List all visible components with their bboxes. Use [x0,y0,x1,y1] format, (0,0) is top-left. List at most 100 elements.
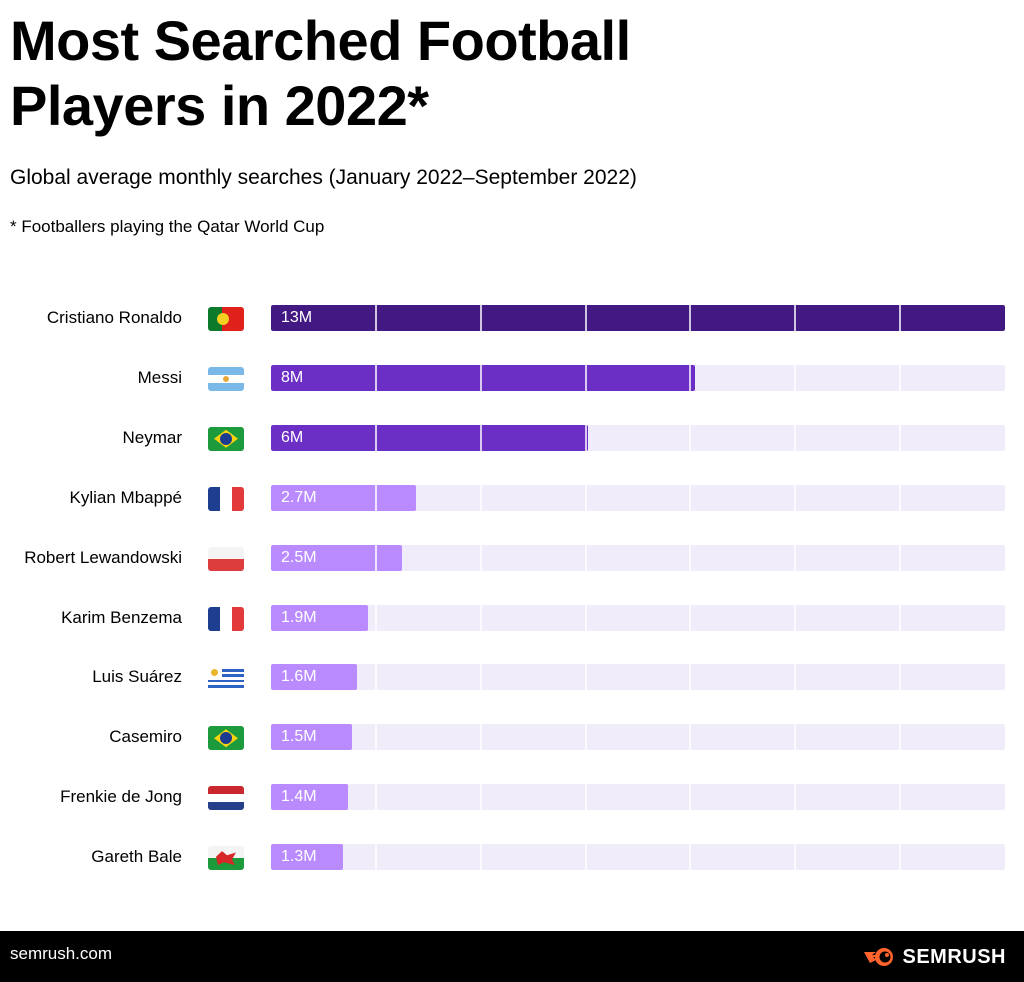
segment-divider [584,844,587,871]
bar-row: Messi 8M [0,364,1024,391]
flag-icon [208,426,244,451]
bar-value-label: 2.7M [281,488,317,506]
segment-divider [584,305,587,331]
bar [271,544,403,571]
segment-divider [479,604,482,631]
bar-value-label: 1.5M [281,728,317,746]
flag-icon [208,546,244,571]
bar-value-label: 2.5M [281,548,317,566]
segment-divider [794,784,797,811]
segment-divider [479,364,482,391]
segment-divider [479,844,482,871]
segment-divider [374,484,377,511]
bar [271,724,352,751]
segment-divider [689,844,692,871]
segment-divider [374,305,377,331]
player-name-label: Kylian Mbappé [69,487,182,507]
player-name-label: Gareth Bale [91,847,182,867]
segment-divider [584,784,587,811]
segment-divider [584,664,587,691]
bar-track: 13M [271,305,1005,331]
bar [271,844,343,871]
segment-divider [374,544,377,571]
bar-row: Frenkie de Jong 1.4M [0,784,1024,811]
player-name-label: Frenkie de Jong [60,787,182,807]
segment-divider [794,604,797,631]
segment-divider [794,724,797,751]
bar-row: Cristiano Ronaldo 13M [0,305,1024,331]
bar-chart: Cristiano Ronaldo 13M Messi 8M Neymar 6M Kylia… [0,305,1024,871]
segment-divider [374,664,377,691]
segment-divider [689,604,692,631]
segment-divider [794,664,797,691]
bar-row: Casemiro 1.5M [0,724,1024,751]
footer: semrush.com SEMRUSH [0,931,1024,982]
bar [271,784,349,811]
flag-icon [208,846,244,871]
segment-divider [689,424,692,451]
segment-divider [584,604,587,631]
segment-divider [689,364,692,391]
segment-divider [689,724,692,751]
bar-value-label: 6M [281,428,304,446]
flag-icon [208,666,244,691]
bar-value-label: 1.6M [281,668,317,686]
bar-track: 8M [271,364,1005,391]
bar-row: Robert Lewandowski 2.5M [0,544,1024,571]
segment-divider [899,544,902,571]
bar-row: Gareth Bale 1.3M [0,844,1024,871]
segment-divider [479,544,482,571]
player-name-label: Neymar [122,427,182,447]
bar [271,424,589,451]
segment-divider [794,305,797,331]
semrush-fireball-icon [864,948,894,966]
segment-divider [794,424,797,451]
bar-row: Neymar 6M [0,424,1024,451]
segment-divider [689,784,692,811]
segment-divider [794,844,797,871]
bar [271,305,1005,331]
segment-divider [794,544,797,571]
segment-divider [899,844,902,871]
bar-track: 1.3M [271,844,1005,871]
segment-divider [479,664,482,691]
bar-track: 1.9M [271,604,1005,631]
brand-name: SEMRUSH [902,945,1006,968]
player-name-label: Cristiano Ronaldo [46,308,182,327]
flag-icon [208,606,244,631]
bar-value-label: 1.9M [281,608,317,626]
segment-divider [479,424,482,451]
segment-divider [899,784,902,811]
brand-logo: SEMRUSH [862,945,1006,969]
segment-divider [899,424,902,451]
segment-divider [584,484,587,511]
bar [271,364,695,391]
player-name-label: Casemiro [109,727,182,747]
segment-divider [584,724,587,751]
bar [271,664,357,691]
player-name-label: Luis Suárez [92,667,182,687]
bar [271,484,417,511]
segment-divider [479,305,482,331]
segment-divider [899,364,902,391]
segment-divider [479,484,482,511]
flag-icon [208,486,244,511]
segment-divider [479,784,482,811]
bar-track: 2.5M [271,544,1005,571]
segment-divider [794,484,797,511]
segment-divider [374,724,377,751]
player-name-label: Robert Lewandowski [24,547,182,567]
segment-divider [374,604,377,631]
bar-track: 6M [271,424,1005,451]
bar-row: Kylian Mbappé 2.7M [0,484,1024,511]
footer-site-link[interactable]: semrush.com [10,944,113,963]
bar [271,604,368,631]
flag-icon [208,726,244,751]
segment-divider [584,424,587,451]
segment-divider [374,784,377,811]
flag-icon [208,307,244,331]
segment-divider [479,724,482,751]
segment-divider [689,664,692,691]
segment-divider [899,664,902,691]
segment-divider [899,484,902,511]
